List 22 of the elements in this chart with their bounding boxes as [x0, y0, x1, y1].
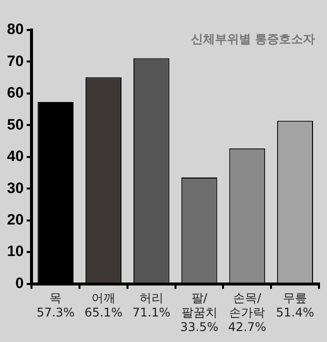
x-tick-label: 무릎	[283, 291, 308, 306]
x-tick-label: 어깨	[92, 291, 116, 306]
data-label: 57.3%	[36, 306, 75, 320]
y-tick-label: 0	[15, 274, 24, 292]
y-tick-label: 20	[6, 211, 24, 228]
data-label: 33.5%	[180, 320, 218, 334]
y-tick-label: 30	[6, 180, 24, 197]
data-label: 51.4%	[276, 306, 314, 320]
data-label: 71.1%	[132, 306, 170, 320]
x-tick-label: 손목/손가락	[229, 291, 266, 320]
x-tick-label: 목	[50, 291, 62, 306]
x-tick-label: 허리	[139, 291, 164, 306]
y-tick-label: 50	[6, 116, 24, 134]
data-label: 42.7%	[228, 320, 266, 334]
y-tick-label: 80	[6, 21, 24, 38]
x-tick-label: 팔/팔꿈치	[181, 291, 218, 320]
y-tick-label: 70	[6, 52, 24, 70]
chart-title: 신체부위별 통증호소자	[190, 32, 315, 46]
y-tick-label: 60	[6, 84, 24, 102]
data-label: 65.1%	[84, 306, 123, 320]
y-tick-label: 10	[6, 243, 24, 260]
y-tick-label: 40	[6, 148, 24, 166]
